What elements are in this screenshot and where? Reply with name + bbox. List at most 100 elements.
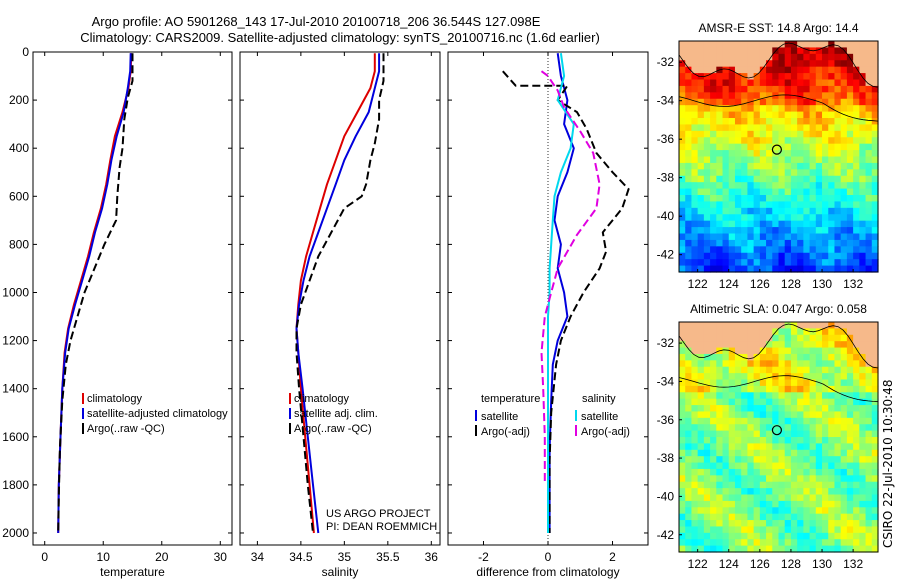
map-cell (679, 195, 686, 203)
map-cell (728, 456, 736, 464)
map-cell (846, 360, 854, 368)
map-cell (828, 430, 836, 438)
map-cell (741, 328, 749, 336)
map-cell (716, 488, 724, 496)
map-cell (840, 392, 848, 400)
map-cell (728, 526, 736, 534)
map-cell (710, 137, 717, 145)
map-cell (865, 143, 873, 151)
map-cell (697, 156, 705, 164)
map-cell (846, 424, 854, 432)
plot-frame (32, 51, 233, 546)
map-cell (685, 430, 693, 438)
map-cell (734, 233, 742, 241)
map-cell (815, 265, 823, 273)
map-cell (741, 462, 749, 470)
map-cell (716, 545, 724, 553)
map-cell (697, 143, 705, 151)
map-cell (753, 201, 761, 209)
map-cell (853, 347, 860, 355)
map-cell (703, 526, 711, 534)
map-cell (797, 60, 804, 68)
map-cell (722, 130, 730, 138)
map-cell (778, 233, 786, 241)
map-cell (871, 449, 879, 457)
map-cell (853, 405, 860, 413)
map-cell (679, 156, 686, 164)
map-cell (846, 182, 854, 190)
map-cell (685, 334, 693, 342)
map-cell (853, 214, 860, 222)
map-cell (790, 520, 798, 528)
map-cell (784, 201, 792, 209)
map-cell (728, 430, 736, 438)
map-cell (853, 322, 860, 329)
map-cell (766, 417, 773, 425)
map-cell (822, 156, 829, 164)
map-cell (853, 507, 860, 515)
map-cell (679, 265, 686, 273)
map-cell (759, 334, 767, 342)
map-cell (679, 373, 686, 381)
map-cell (691, 392, 699, 400)
map-cell (784, 118, 792, 126)
map-cell (853, 239, 860, 247)
map-cell (803, 424, 811, 432)
map-cell (865, 507, 873, 515)
map-cell (734, 252, 742, 260)
profile-panel-2: 34 34.5 35 35.5 36salinityclimatologysatelli… (239, 51, 441, 579)
map-cell (846, 500, 854, 508)
map-cell (703, 53, 711, 61)
map-cell (734, 411, 742, 419)
map-cell (753, 124, 761, 132)
map-cell (716, 322, 724, 329)
map-cell (703, 98, 711, 106)
map-cell (753, 252, 761, 260)
map-cell (741, 118, 749, 126)
map-cell (685, 475, 693, 483)
map-cell (691, 252, 699, 260)
map-cell (741, 392, 749, 400)
map-cell (871, 169, 879, 177)
map-cell (871, 417, 879, 425)
map-cell (759, 118, 767, 126)
map-cell (828, 220, 836, 228)
map-cell (710, 532, 717, 540)
map-cell (759, 411, 767, 419)
map-cell (691, 507, 699, 515)
map-cell (840, 150, 848, 158)
map-cell (865, 526, 873, 534)
map-cell (815, 456, 823, 464)
map-cell (722, 424, 730, 432)
map-cell (822, 60, 829, 68)
map-cell (853, 98, 860, 106)
map-cell (846, 539, 854, 547)
map-cell (784, 353, 792, 361)
map-cell (828, 494, 836, 502)
map-cell (722, 188, 730, 196)
map-cell (703, 449, 711, 457)
map-cell (703, 462, 711, 470)
map-cell (846, 233, 854, 241)
map-cell (797, 130, 804, 138)
map-cell (753, 98, 761, 106)
map-cell (722, 379, 730, 387)
map-cell (834, 207, 842, 215)
map-cell (828, 150, 836, 158)
map-cell (685, 124, 693, 132)
map-cell (859, 328, 867, 336)
map-cell (822, 475, 829, 483)
map-cell (790, 233, 798, 241)
map-cell (728, 47, 736, 55)
map-cell (834, 259, 842, 267)
map-cell (803, 162, 811, 170)
map-cell (853, 92, 860, 100)
map-cell (741, 360, 749, 368)
map-cell (691, 162, 699, 170)
map-cell (859, 456, 867, 464)
map-cell (679, 105, 686, 113)
map-cell (803, 66, 811, 74)
map-cell (809, 201, 817, 209)
map-cell (828, 227, 836, 235)
map-cell (815, 353, 823, 361)
